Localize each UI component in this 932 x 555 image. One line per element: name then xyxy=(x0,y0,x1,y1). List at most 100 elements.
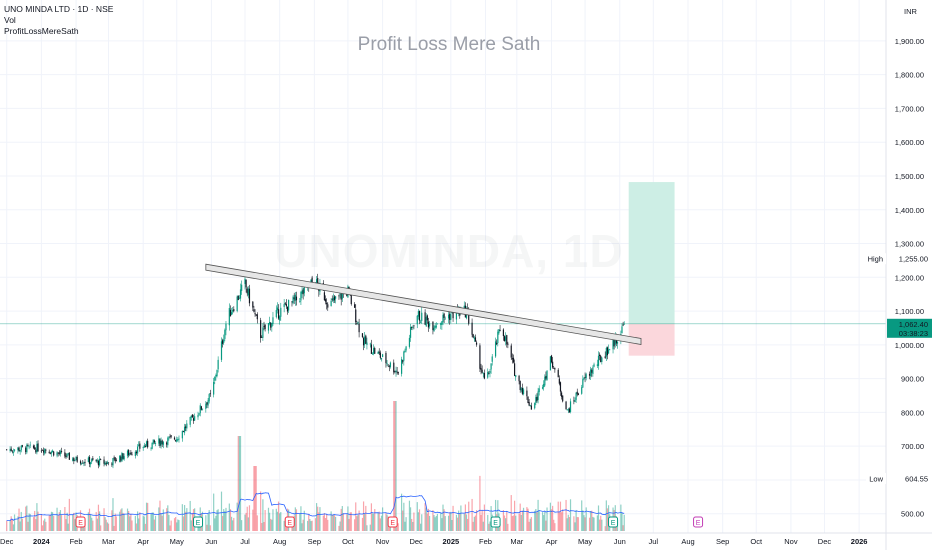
candle-body xyxy=(356,323,358,324)
volume-bar xyxy=(460,505,462,531)
candle-body xyxy=(520,388,522,391)
candle-body xyxy=(260,320,262,339)
candle xyxy=(386,359,388,367)
price-tick-label: 1,900.00 xyxy=(895,37,924,46)
volume-bar xyxy=(480,514,482,531)
candle-body xyxy=(41,449,44,451)
candle-body xyxy=(88,457,91,464)
candle-body xyxy=(106,462,108,464)
candle-body xyxy=(402,360,404,362)
candle xyxy=(338,294,340,300)
volume-bar xyxy=(489,521,491,531)
volume-bar xyxy=(247,517,249,531)
candle xyxy=(198,412,200,417)
candle xyxy=(40,448,42,454)
volume-bar xyxy=(168,514,170,531)
candle-body xyxy=(206,402,208,405)
candle-body xyxy=(324,299,327,302)
volume-bar xyxy=(295,509,298,531)
candle xyxy=(161,439,163,448)
candle-body xyxy=(582,379,584,388)
candle xyxy=(79,459,82,466)
candle xyxy=(543,380,545,391)
candle xyxy=(395,366,397,377)
candle xyxy=(91,458,93,464)
candle-body xyxy=(350,292,352,305)
volume-bar xyxy=(26,505,28,531)
candle-body xyxy=(559,382,562,392)
volume-bar xyxy=(299,513,301,531)
candle xyxy=(67,452,69,456)
volume-bar xyxy=(338,525,340,531)
volume-bar xyxy=(236,502,238,531)
volume-bar xyxy=(128,510,130,531)
earnings-badge xyxy=(608,516,619,528)
candle xyxy=(506,334,508,348)
candle-body xyxy=(6,449,8,451)
volume-bar xyxy=(166,508,168,531)
candle xyxy=(444,316,446,320)
candle xyxy=(122,453,124,460)
legend-volume[interactable]: Vol xyxy=(4,15,16,25)
candle-body xyxy=(10,448,12,452)
volume-bar xyxy=(122,512,124,531)
candle xyxy=(393,359,395,375)
candle xyxy=(526,386,528,400)
candle-body xyxy=(183,426,186,433)
time-tick-label: Dec xyxy=(0,537,14,546)
volume-bar xyxy=(107,523,110,531)
candle xyxy=(364,332,366,349)
candle-body xyxy=(246,288,248,294)
candle-body xyxy=(169,436,171,438)
candle xyxy=(213,377,215,398)
last-price-value: 1,062.40 xyxy=(899,320,928,329)
volume-bar xyxy=(233,517,235,531)
volume-bar xyxy=(381,507,384,531)
volume-bar xyxy=(191,512,194,531)
candle xyxy=(27,443,29,447)
candle-body xyxy=(67,453,69,454)
candle-body xyxy=(599,354,601,356)
candle-body xyxy=(197,415,199,418)
volume-bar xyxy=(186,508,188,531)
candle xyxy=(536,393,538,403)
candle-body xyxy=(144,446,147,447)
candle xyxy=(442,312,444,326)
candle-body xyxy=(427,321,430,328)
candle-body xyxy=(609,349,611,351)
candle-body xyxy=(199,405,201,414)
volume-bar xyxy=(126,508,129,531)
candle xyxy=(292,294,294,305)
candle xyxy=(267,322,270,334)
legend-indicator[interactable]: ProfitLossMereSath xyxy=(4,26,79,36)
volume-bar xyxy=(443,509,445,531)
candle-body xyxy=(177,439,179,441)
candle xyxy=(545,371,547,381)
volume-bar xyxy=(307,520,309,531)
volume-bar xyxy=(357,515,359,531)
volume-bar xyxy=(590,511,592,531)
candle xyxy=(573,396,575,405)
volume-bar xyxy=(131,520,133,531)
volume-bar xyxy=(377,512,379,531)
volume-bar xyxy=(340,508,342,531)
candle-body xyxy=(142,447,144,449)
candle-body xyxy=(502,329,505,337)
candle xyxy=(88,455,91,468)
candle-body xyxy=(207,400,209,406)
legend-symbol[interactable]: UNO MINDA LTD · 1D · NSE xyxy=(4,4,114,14)
candle-body xyxy=(381,354,384,358)
candle xyxy=(488,371,490,375)
candle-body xyxy=(232,310,234,312)
volume-bar xyxy=(440,512,442,531)
candle-body xyxy=(433,327,435,332)
high-badge: High 1,255.00 xyxy=(866,253,932,265)
earnings-marker: E xyxy=(693,516,704,528)
volume-bar xyxy=(592,516,594,531)
volume-bar xyxy=(553,519,555,531)
volume-bar xyxy=(159,500,161,531)
candle-body xyxy=(537,391,539,400)
candle xyxy=(222,338,224,348)
